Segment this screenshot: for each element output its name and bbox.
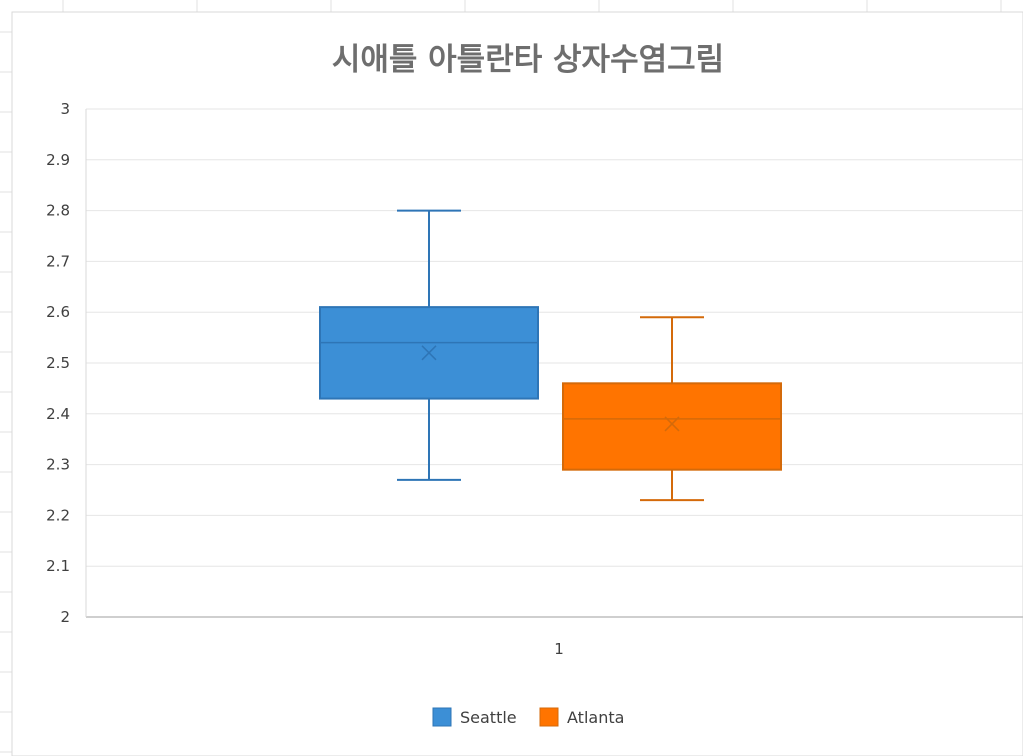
chart-title: 시애틀 아틀란타 상자수염그림 <box>332 42 724 78</box>
box-atlanta[interactable] <box>562 316 782 502</box>
y-axis-tick-labels: 2 2.1 2.2 2.3 2.4 2.5 2.6 2.7 2.8 2.9 3 <box>46 100 70 626</box>
box-seattle[interactable] <box>319 209 539 481</box>
mean-marker <box>664 416 680 432</box>
legend-item-seattle[interactable]: Seattle <box>432 707 517 727</box>
y-tick-label: 2.2 <box>46 506 70 524</box>
mean-marker <box>421 345 437 361</box>
y-tick-label: 3 <box>60 100 70 118</box>
legend-label: Atlanta <box>567 708 624 727</box>
y-tick-label: 2.6 <box>46 303 70 321</box>
interquartile-box[interactable] <box>562 382 782 471</box>
legend-label: Seattle <box>460 708 517 727</box>
y-tick-label: 2.8 <box>46 202 70 220</box>
y-tick-label: 2.5 <box>46 354 70 372</box>
y-tick-label: 2.9 <box>46 151 70 169</box>
y-tick-label: 2.1 <box>46 557 70 575</box>
legend-item-atlanta[interactable]: Atlanta <box>539 707 624 727</box>
y-tick-label: 2.3 <box>46 456 70 474</box>
box-series-group <box>319 209 782 502</box>
legend-swatch <box>539 707 559 727</box>
y-tick-label: 2.7 <box>46 252 70 270</box>
legend[interactable]: Seattle Atlanta <box>432 707 624 727</box>
y-tick-label: 2 <box>60 608 70 626</box>
x-axis-category-label: 1 <box>554 640 564 658</box>
y-tick-label: 2.4 <box>46 405 70 423</box>
spreadsheet-background-grid <box>0 0 1002 753</box>
gridlines <box>86 108 1023 567</box>
legend-swatch <box>432 707 452 727</box>
